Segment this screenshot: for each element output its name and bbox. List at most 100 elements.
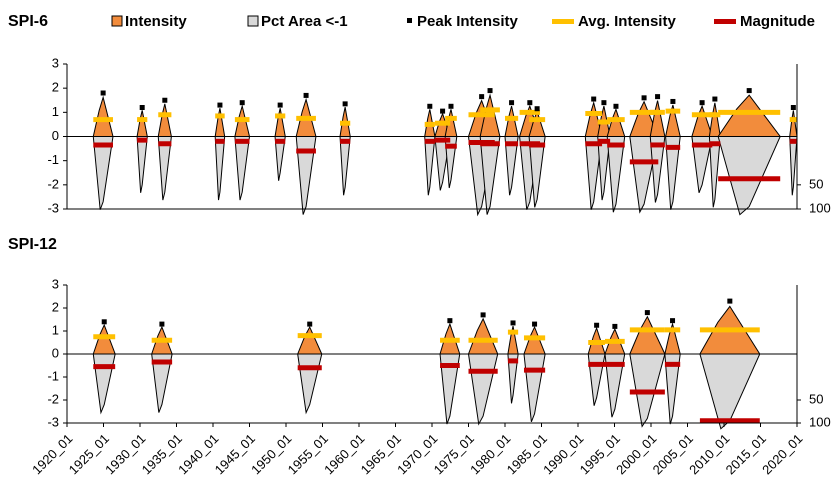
- peak-intensity: [509, 100, 515, 106]
- peak-intensity: [670, 318, 676, 324]
- peak-intensity: [594, 322, 600, 328]
- legend-swatch: [714, 19, 736, 24]
- y-tick-label: 1: [52, 104, 59, 119]
- peak-intensity: [712, 96, 718, 102]
- intensity-area: [92, 323, 116, 355]
- pct-area: [479, 136, 501, 215]
- y-tick-label: -3: [47, 200, 59, 215]
- peak-intensity: [591, 96, 597, 102]
- legend-label: Avg. Intensity: [578, 13, 676, 30]
- legend-swatch: [552, 19, 574, 24]
- y2-tick-label: 100: [809, 414, 831, 429]
- peak-intensity: [303, 92, 309, 98]
- pct-area: [699, 353, 761, 430]
- y-tick-label: -2: [47, 391, 59, 406]
- peak-intensity: [510, 320, 516, 326]
- peak-intensity: [342, 101, 348, 107]
- peak-intensity: [790, 105, 796, 110]
- intensity-area: [717, 94, 782, 137]
- intensity-area: [789, 110, 798, 137]
- peak-intensity: [641, 95, 647, 101]
- peak-intensity: [101, 319, 107, 325]
- pct-area: [717, 136, 781, 216]
- peak-intensity: [239, 100, 245, 106]
- peak-intensity: [159, 321, 165, 327]
- legend-label: Intensity: [125, 13, 187, 30]
- pct-area: [523, 353, 546, 422]
- intensity-area: [467, 317, 499, 355]
- y-tick-label: 0: [52, 345, 59, 360]
- chart-title: SPI-12: [8, 236, 57, 253]
- pct-area: [234, 136, 251, 201]
- peak-intensity: [448, 103, 454, 109]
- intensity-area: [649, 100, 666, 137]
- peak-intensity: [479, 94, 485, 100]
- intensity-area: [708, 102, 721, 137]
- legend-swatch: [111, 15, 123, 27]
- peak-intensity: [613, 103, 619, 109]
- intensity-area: [157, 103, 173, 137]
- pct-area: [136, 136, 148, 193]
- peak-intensity: [532, 321, 538, 327]
- intensity-area: [92, 95, 114, 137]
- peak-intensity: [217, 102, 223, 108]
- pct-area: [339, 136, 351, 196]
- peak-intensity: [670, 98, 676, 104]
- y2-tick-label: 50: [809, 391, 823, 406]
- pct-area: [214, 136, 226, 201]
- intensity-area: [691, 104, 714, 137]
- x-tick-label: 2020_01: [759, 431, 805, 477]
- peak-intensity: [746, 88, 752, 94]
- pct-area: [789, 136, 798, 196]
- pct-area: [606, 136, 626, 213]
- pct-area: [295, 136, 317, 215]
- peak-intensity: [727, 298, 733, 304]
- legend-label: Pct Area <-1: [261, 13, 348, 30]
- pct-area: [424, 136, 436, 196]
- y-tick-label: 2: [52, 299, 59, 314]
- y-tick-label: 3: [52, 55, 59, 70]
- y-tick-label: -3: [47, 414, 59, 429]
- peak-intensity: [162, 97, 168, 103]
- intensity-area: [136, 110, 148, 137]
- peak-intensity: [480, 312, 486, 318]
- y-tick-label: 2: [52, 80, 59, 95]
- peak-intensity: [440, 108, 446, 114]
- peak-intensity: [527, 100, 533, 106]
- pct-area: [297, 353, 323, 415]
- pct-area: [92, 353, 116, 415]
- legend-swatch: [247, 15, 259, 27]
- peak-intensity: [612, 323, 618, 329]
- peak-intensity: [139, 105, 145, 110]
- y2-tick-label: 100: [809, 200, 831, 215]
- peak-intensity: [644, 310, 650, 316]
- y-tick-label: 3: [52, 276, 59, 291]
- pct-area: [92, 136, 114, 210]
- peak-intensity: [534, 106, 540, 112]
- pct-area: [587, 353, 606, 406]
- peak-intensity: [487, 88, 493, 94]
- peak-intensity: [277, 102, 283, 108]
- intensity-area: [274, 108, 286, 137]
- intensity-area: [504, 105, 519, 137]
- intensity-area: [523, 325, 546, 355]
- pct-area: [467, 353, 499, 426]
- peak-intensity: [655, 94, 661, 100]
- intensity-area: [296, 325, 323, 355]
- y-tick-label: -1: [47, 368, 59, 383]
- peak-intensity: [601, 100, 607, 106]
- legend-label: Magnitude: [740, 13, 815, 30]
- y-tick-label: -1: [47, 152, 59, 167]
- chart-title: SPI-6: [8, 13, 48, 30]
- y-tick-label: 0: [52, 128, 59, 143]
- legend-label: Peak Intensity: [417, 13, 519, 30]
- peak-intensity: [100, 90, 106, 96]
- legend-swatch: [407, 18, 412, 23]
- y2-tick-label: 50: [809, 176, 823, 191]
- intensity-area: [629, 315, 666, 355]
- peak-intensity: [699, 100, 705, 106]
- intensity-area: [214, 108, 226, 137]
- peak-intensity: [307, 321, 313, 327]
